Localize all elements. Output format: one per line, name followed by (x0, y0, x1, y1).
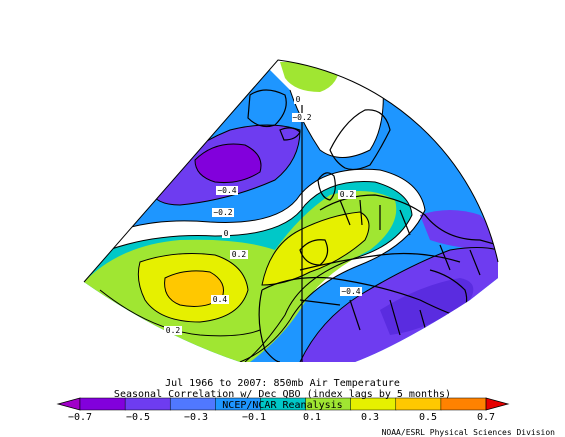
contour-line (99, 289, 261, 337)
svg-text:0: 0 (296, 95, 301, 104)
svg-text:0.2: 0.2 (166, 326, 181, 335)
contour-line (261, 211, 370, 286)
sector-outline (83, 59, 499, 283)
colorbar-tick-label: 0.5 (418, 412, 438, 423)
contour-label: −0.2 (212, 208, 234, 217)
fill-purple-deep (380, 278, 474, 335)
coastline-iberia (299, 239, 329, 266)
colorbar-cells (79, 397, 487, 411)
svg-text:−0.4: −0.4 (217, 186, 236, 195)
credit-text: NOAA/ESRL Physical Sciences Division (381, 428, 555, 437)
contour-line (299, 247, 498, 362)
contour-label: 0 (222, 229, 230, 238)
contour-line (84, 168, 426, 362)
colorbar-tick-label: 0.3 (360, 412, 380, 423)
svg-text:0: 0 (224, 229, 229, 238)
colorbar (56, 397, 510, 411)
fill-neutral-band-north (260, 60, 384, 158)
colorbar-tick-label: 0.7 (476, 412, 496, 423)
colorbar-tick-label: −0.3 (183, 412, 209, 423)
contour-label: 0.2 (230, 250, 248, 259)
coastline-africa (261, 276, 471, 321)
title-line-3: NCEP/NCAR Reanalysis (222, 400, 343, 411)
coastline-mediterranean (299, 252, 461, 271)
coastline-british-isles (317, 172, 336, 201)
coastline-scandinavia (329, 109, 391, 171)
colorbar-tick-label: −0.1 (241, 412, 267, 423)
map-sector (84, 60, 498, 362)
svg-text:0.4: 0.4 (213, 295, 228, 304)
coastline-greenland (247, 89, 287, 128)
coastline-iceland (279, 127, 301, 141)
contour-label: −0.2 (292, 113, 312, 122)
contour-line (194, 143, 262, 183)
country-borders (299, 199, 481, 346)
contour-labels: 0 −0.2 −0.4 −0.2 0 0.2 0.4 0.2 (164, 95, 362, 335)
contour-label: −0.4 (340, 287, 362, 296)
title-line-2: Seasonal Correlation w/ Dec QBO (index l… (113, 389, 452, 400)
colorbar-tick-label: 0.1 (302, 412, 322, 423)
svg-text:0.2: 0.2 (232, 250, 247, 259)
contour-label: 0.2 (338, 190, 356, 199)
fill-yellow-zone-europe (262, 212, 369, 285)
contour-line (84, 180, 413, 362)
coastlines (247, 89, 498, 362)
contour-label: 0.4 (211, 295, 229, 304)
fill-orange-core (164, 270, 224, 307)
colorbar-tick-label: −0.5 (125, 412, 151, 423)
colorbar-tick-label: −0.7 (67, 412, 93, 423)
contour-label: −0.4 (216, 186, 238, 195)
svg-text:−0.2: −0.2 (213, 208, 232, 217)
svg-text:−0.2: −0.2 (292, 113, 311, 122)
contour-line (137, 253, 249, 323)
contour-label: 0.2 (164, 326, 182, 335)
colorbar-right-arrow (485, 397, 510, 411)
coastline-africa-west (258, 289, 281, 362)
title-line-1: Jul 1966 to 2007: 850mb Air Temperature (165, 378, 400, 389)
fill-magenta-core (195, 144, 261, 183)
svg-text:−0.4: −0.4 (341, 287, 360, 296)
svg-text:0.2: 0.2 (340, 190, 355, 199)
contour-label: 0 (294, 95, 302, 104)
